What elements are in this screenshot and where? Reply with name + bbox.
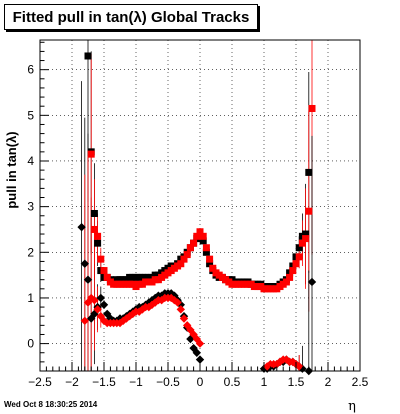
data-point xyxy=(190,239,198,247)
data-point xyxy=(295,253,303,261)
y-tick-label: 4 xyxy=(27,154,34,168)
y-tick-label: 2 xyxy=(27,245,34,259)
data-point xyxy=(286,273,294,281)
data-point xyxy=(90,225,98,233)
data-point xyxy=(195,355,205,364)
data-point xyxy=(206,260,214,268)
x-axis-label: η xyxy=(348,399,356,414)
data-point xyxy=(93,305,102,314)
data-point xyxy=(202,248,210,256)
data-point xyxy=(94,232,102,240)
y-tick-label: 5 xyxy=(27,108,34,122)
x-tick-label: 2.5 xyxy=(352,375,369,389)
x-tick-label: 0.5 xyxy=(224,375,241,389)
data-point xyxy=(206,255,214,263)
data-point xyxy=(100,267,108,275)
x-tick-label: −2 xyxy=(65,375,79,389)
chart-title: Fitted pull in tan(λ) Global Tracks xyxy=(12,9,250,26)
y-tick-label: 1 xyxy=(27,291,34,305)
data-point xyxy=(302,230,310,238)
data-point xyxy=(292,260,300,268)
data-point xyxy=(298,239,306,247)
data-point xyxy=(77,222,86,232)
data-point xyxy=(97,255,105,263)
data-point xyxy=(199,232,207,240)
data-point xyxy=(209,264,217,272)
data-point xyxy=(186,244,194,252)
data-point xyxy=(177,260,185,268)
data-point xyxy=(173,298,182,307)
data-point xyxy=(202,244,210,252)
x-tick-label: 0 xyxy=(197,375,204,389)
data-point xyxy=(99,300,109,309)
data-point xyxy=(195,339,205,348)
data-point xyxy=(180,255,188,263)
data-point xyxy=(80,259,89,268)
x-tick-label: 2 xyxy=(325,375,332,389)
data-point xyxy=(282,278,290,286)
data-point xyxy=(90,209,98,217)
data-point xyxy=(103,309,112,319)
x-tick-label: 1 xyxy=(261,375,268,389)
data-point xyxy=(90,296,99,305)
data-point xyxy=(87,150,95,158)
y-tick-label: 0 xyxy=(27,337,34,351)
data-point xyxy=(183,251,191,259)
data-point xyxy=(302,235,310,243)
data-point xyxy=(307,277,317,287)
data-point xyxy=(289,267,297,275)
data-point xyxy=(84,52,92,60)
data-point xyxy=(199,237,207,245)
title-box: Fitted pull in tan(λ) Global Tracks xyxy=(4,4,258,30)
data-marks xyxy=(77,52,317,376)
data-point xyxy=(179,314,189,323)
data-point xyxy=(193,232,201,240)
data-point xyxy=(94,239,102,247)
x-tick-label: −2.5 xyxy=(28,375,52,389)
data-point xyxy=(305,168,313,176)
data-point xyxy=(103,273,111,281)
data-point xyxy=(176,305,185,314)
data-point xyxy=(87,314,96,323)
data-point xyxy=(295,362,304,371)
y-axis-label: pull in tan(λ) xyxy=(4,131,19,208)
data-point xyxy=(308,104,316,112)
x-tick-label: −0.5 xyxy=(156,375,180,389)
data-point xyxy=(87,293,96,303)
x-tick-label: −1 xyxy=(129,375,143,389)
data-point xyxy=(80,316,89,325)
x-tick-label: −1.5 xyxy=(92,375,116,389)
data-point xyxy=(192,348,201,357)
x-tick-label: 1.5 xyxy=(288,375,305,389)
data-point xyxy=(295,244,303,252)
y-tick-label: 3 xyxy=(27,200,34,214)
y-tick-label: 6 xyxy=(27,63,34,77)
data-point xyxy=(83,275,93,284)
timestamp: Wed Oct 8 18:30:25 2014 xyxy=(4,400,98,409)
axes: −2.5 −2 −1.5 −1 −0.5 0 0.5 1 1.5 2 2.5 0 1 2 3 4 5 6 xyxy=(27,41,369,389)
data-point xyxy=(305,207,313,215)
data-point xyxy=(196,228,204,236)
data-point xyxy=(96,293,105,303)
